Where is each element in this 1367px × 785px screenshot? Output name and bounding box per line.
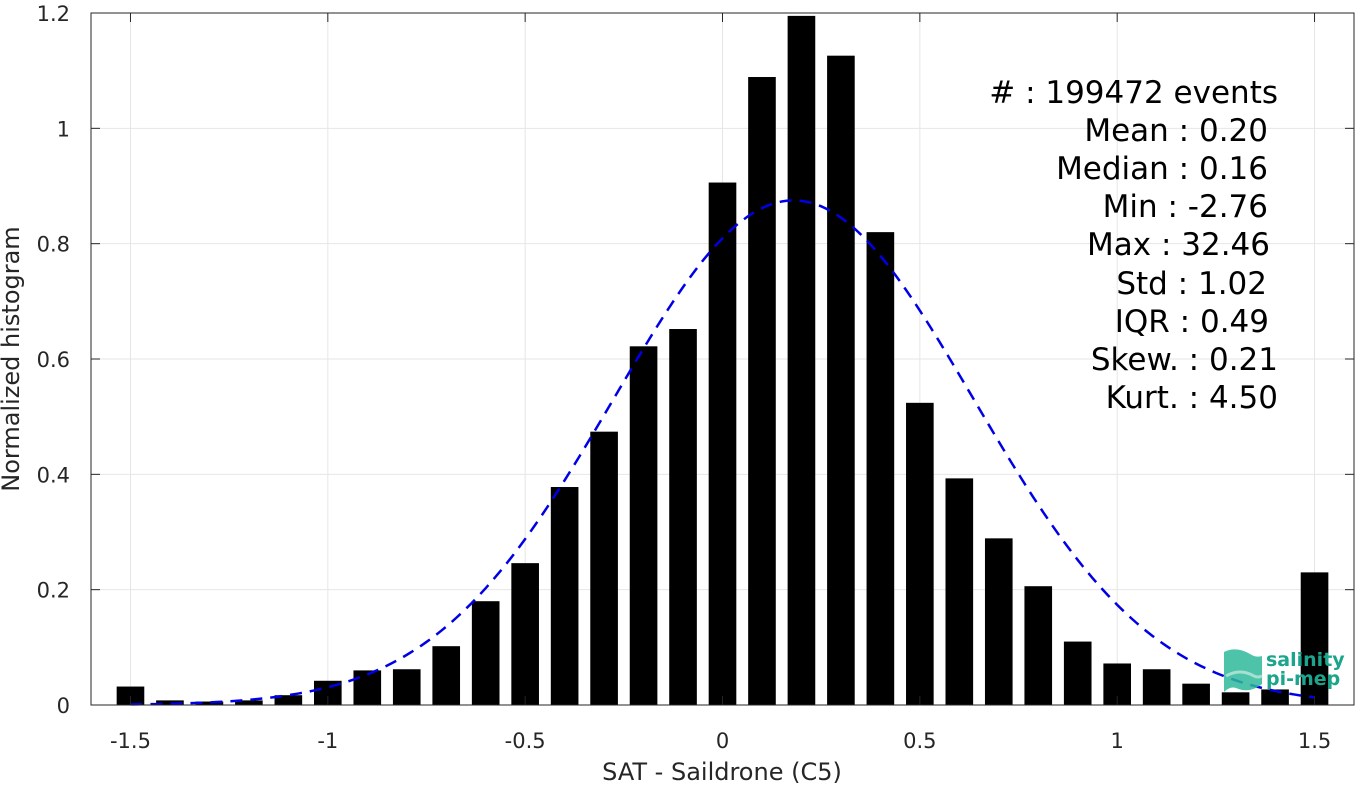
histogram-bar <box>629 346 658 705</box>
histogram-bar <box>1063 641 1092 705</box>
y-tick-label: 1 <box>57 117 70 141</box>
x-tick-label: 0.5 <box>903 729 936 753</box>
stat-max: Max : 32.46 <box>1087 227 1270 263</box>
y-tick-label: 0.2 <box>37 579 70 603</box>
x-tick-label: 1 <box>1111 729 1124 753</box>
x-axis-label: SAT - Saildrone (C5) <box>602 758 842 785</box>
histogram-bar <box>906 402 934 705</box>
histogram-bar <box>984 538 1013 705</box>
histogram-bar <box>235 700 263 705</box>
histogram-bar <box>195 701 224 705</box>
stat-mean: Mean : 0.20 <box>1084 113 1268 149</box>
histogram-bar <box>827 55 855 705</box>
histogram-bar <box>590 431 618 705</box>
stat-min: Min : -2.76 <box>1103 189 1268 225</box>
stat-std: Std : 1.02 <box>1116 266 1267 302</box>
histogram-bar <box>669 329 697 705</box>
x-tick-label: 0 <box>716 729 729 753</box>
x-tick-label: -1.5 <box>110 729 151 753</box>
histogram-bar <box>471 601 500 705</box>
gaussian-fit-curve <box>130 199 1315 706</box>
x-tick-label: -1 <box>317 729 338 753</box>
histogram-bar <box>1261 689 1289 705</box>
histogram-bar <box>708 182 737 706</box>
stat-events: # : 199472 events <box>989 75 1278 111</box>
y-tick-label: 1.2 <box>37 2 70 26</box>
x-tick-label: 1.5 <box>1298 729 1331 753</box>
logo-salinity-text: salinity <box>1266 649 1345 671</box>
histogram-bar <box>432 646 461 705</box>
histogram-bar <box>156 700 184 705</box>
histogram-bar <box>353 670 382 705</box>
histogram-bar <box>392 669 421 705</box>
histogram-bar <box>945 478 974 705</box>
histogram-bar <box>274 695 303 705</box>
histogram-bar <box>1142 669 1171 705</box>
salinity-pimep-logo: salinity pi-mep <box>1224 649 1345 692</box>
x-tick-labels: -1.5 -1 -0.5 0 0.5 1 1.5 <box>110 729 1331 753</box>
y-tick-label: 0 <box>57 694 70 718</box>
histogram-bar <box>1300 572 1329 705</box>
y-tick-label: 0.6 <box>37 348 70 372</box>
logo-pimep-text: pi-mep <box>1266 668 1340 690</box>
y-tick-label: 0.4 <box>37 463 70 487</box>
stat-kurt: Kurt. : 4.50 <box>1106 380 1278 416</box>
histogram-bar <box>866 232 895 705</box>
histogram-bar <box>748 77 776 705</box>
bars <box>116 15 1329 706</box>
y-tick-label: 0.8 <box>37 233 70 257</box>
histogram-bar <box>511 563 539 705</box>
stat-skew: Skew. : 0.21 <box>1091 342 1278 378</box>
histogram-bar <box>1221 692 1250 705</box>
x-tick-label: -0.5 <box>505 729 546 753</box>
stat-median: Median : 0.16 <box>1056 151 1268 187</box>
histogram-bar <box>787 15 816 705</box>
ticks <box>91 12 1354 706</box>
histogram-bar <box>1024 586 1053 705</box>
stats-box: # : 199472 events Mean : 0.20 Median : 0… <box>989 75 1278 416</box>
histogram-bar <box>116 686 145 705</box>
logo-wave-highlight-icon <box>1225 670 1263 679</box>
histogram-bar <box>1182 683 1210 705</box>
stat-iqr: IQR : 0.49 <box>1115 304 1269 340</box>
y-tick-labels: 0 0.2 0.4 0.6 0.8 1 1.2 <box>37 2 70 718</box>
y-axis-label: Normalized histogram <box>0 226 25 491</box>
histogram-bar <box>550 487 579 705</box>
